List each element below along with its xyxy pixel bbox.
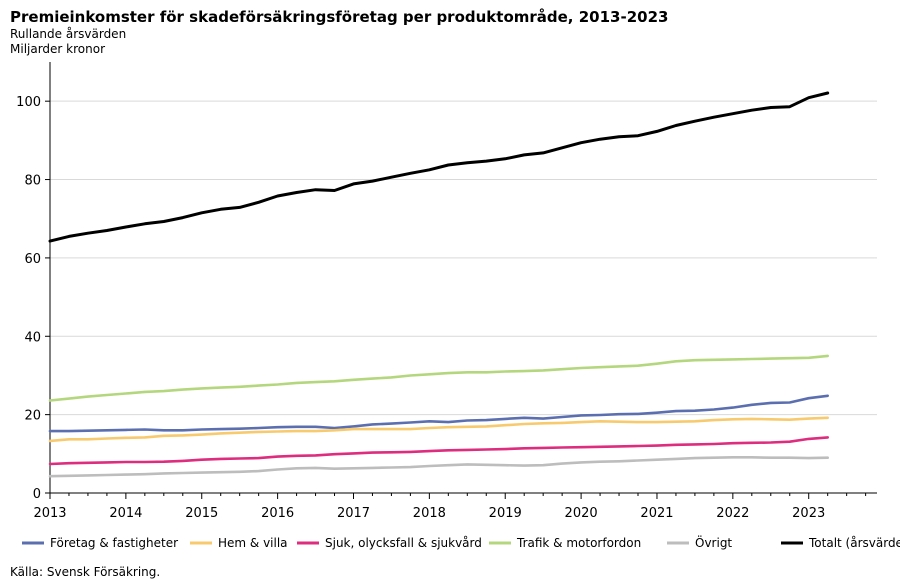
legend-label: Företag & fastigheter <box>50 536 178 550</box>
y-tick-label: 60 <box>24 252 41 267</box>
y-tick-label: 20 <box>24 409 41 424</box>
series-line-4 <box>48 354 830 402</box>
x-tick-label: 2020 <box>565 506 598 521</box>
series-line-1 <box>48 394 830 433</box>
legend-label: Hem & villa <box>218 536 288 550</box>
series-line-5 <box>48 455 830 478</box>
legend-label: Övrigt <box>695 534 732 550</box>
x-tick-label: 2021 <box>640 506 673 521</box>
y-tick-label: 100 <box>16 95 41 110</box>
x-tick-label: 2023 <box>792 506 825 521</box>
x-tick-label: 2018 <box>413 506 446 521</box>
x-tick-label: 2016 <box>261 506 294 521</box>
chart-title: Premieinkomster för skadeförsäkringsföre… <box>10 8 669 26</box>
y-tick-label: 0 <box>33 487 41 502</box>
x-tick-label: 2022 <box>716 506 749 521</box>
x-tick-label: 2017 <box>337 506 370 521</box>
x-tick-label: 2019 <box>489 506 522 521</box>
series-lines <box>48 91 830 478</box>
x-tick-label: 2014 <box>109 506 142 521</box>
unit-label: Miljarder kronor <box>10 42 106 56</box>
x-tick-label: 2013 <box>33 506 66 521</box>
legend-label: Sjuk, olycksfall & sjukvård <box>325 536 482 550</box>
series-line-3 <box>48 436 830 466</box>
series-line-6 <box>48 91 830 243</box>
legend-label: Totalt (årsvärden) <box>808 536 900 550</box>
series-line-2 <box>48 416 830 443</box>
legend: Företag & fastigheter Hem & villa Sjuk, ol… <box>22 534 900 550</box>
x-tick-label: 2015 <box>185 506 218 521</box>
axes: 0 20 40 60 80 100 2013 2014 2015 2016 2017 2018 2019… <box>16 62 877 521</box>
chart-subtitle: Rullande årsvärden <box>10 27 127 41</box>
y-tick-label: 40 <box>24 330 41 345</box>
gridlines <box>50 100 877 416</box>
source-note: Källa: Svensk Försäkring. <box>10 565 161 579</box>
legend-label: Trafik & motorfordon <box>516 536 641 550</box>
y-tick-label: 80 <box>24 174 41 189</box>
